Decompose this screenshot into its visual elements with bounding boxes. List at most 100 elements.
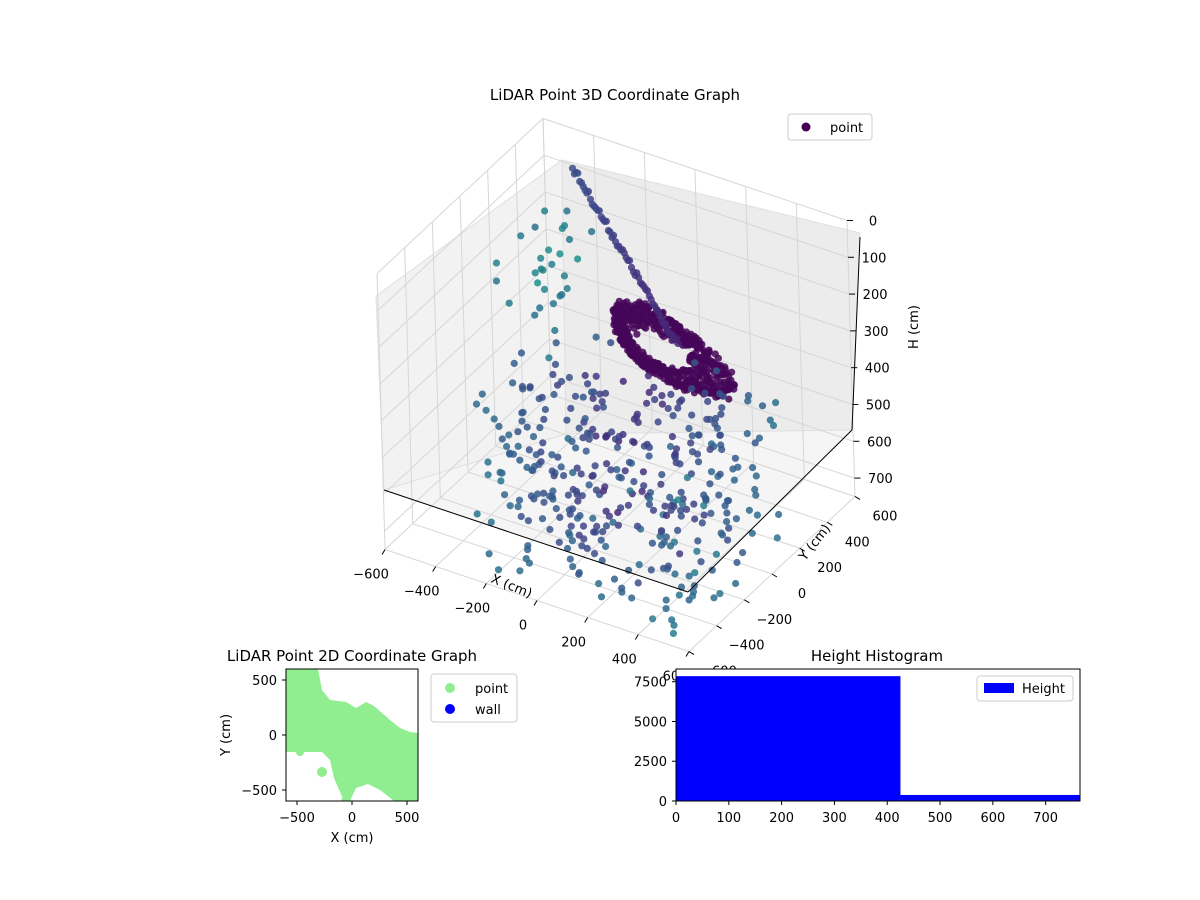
grid-line [694,169,704,446]
point-3d [630,438,638,446]
point-3d [505,299,513,307]
x-axis-label-2d: X (cm) [331,831,374,846]
z-axis-label-3d: H (cm) [907,305,922,349]
point-3d [621,467,629,475]
point-3d [540,285,549,293]
point-3d [685,572,693,580]
grid-line [514,144,524,421]
point-3d [569,563,577,571]
point-3d [589,471,597,479]
point-3d [724,536,732,544]
point-3d [506,449,514,457]
point-3d [523,423,531,431]
point-3d [589,394,597,402]
point-3d [540,498,548,506]
point-3d [668,616,676,624]
point-3d [576,511,584,520]
y-tick-label-hist: 7500 [634,676,667,691]
point-3d [685,424,693,432]
point-3d [581,415,589,423]
point-3d [537,254,545,262]
point-3d [773,534,781,542]
point-3d [590,550,599,558]
point-3d [536,424,544,432]
point-3d [676,550,684,558]
point-3d [723,518,731,526]
point-3d [638,316,646,324]
point-3d [758,402,767,410]
point-3d [555,538,563,546]
grid-line [459,195,469,473]
point-3d [595,580,603,588]
point-2d [331,755,341,765]
point-3d [719,392,727,400]
point-3d [715,491,723,499]
point-3d [575,531,583,539]
point-3d [569,469,577,477]
point-3d [514,428,522,436]
point-3d [671,450,680,458]
y-axis-label-2d: Y (cm) [219,714,234,757]
legend-3d-marker [801,122,811,132]
point-3d [690,500,698,508]
point-3d [582,447,590,455]
point-3d [743,430,751,438]
point-3d [749,464,757,472]
point-3d [537,458,545,466]
point-3d [506,502,514,510]
point-3d [613,305,621,313]
point-3d [578,542,586,550]
hist-bar [900,794,1080,801]
point-3d [677,381,685,389]
grid-line [376,273,386,550]
y-tick-label-3d: −200 [756,613,792,628]
point-3d [634,418,642,427]
point-3d [473,510,481,518]
point-3d [538,393,546,401]
point-3d [669,412,677,420]
point-3d [691,359,699,367]
point-3d [524,517,533,525]
point-3d [638,487,646,495]
point-3d [708,566,716,574]
point-3d [766,416,774,424]
point-3d [712,367,721,375]
point-3d [674,526,682,535]
point-3d [492,259,501,267]
x-tick-mark [584,617,589,623]
point-3d [730,476,739,484]
point-3d [601,483,609,491]
point-3d [497,477,505,485]
point-3d [574,497,582,505]
point-3d [531,223,539,231]
point-3d [658,400,667,408]
point-3d [557,463,565,471]
point-3d [657,480,665,488]
point-3d [769,421,778,430]
point-3d [633,410,641,418]
point-3d [538,515,547,523]
x-tick-label-hist: 200 [769,811,794,826]
point-3d [711,420,719,428]
point-3d [525,446,533,454]
point-3d [472,400,481,408]
point-3d [527,492,536,500]
point-3d [572,487,581,495]
x-tick-label-3d: 0 [519,619,527,634]
point-3d [708,358,716,366]
point-3d [666,542,675,550]
z-tick-label-3d: 500 [866,398,891,413]
point-3d [602,542,610,551]
point-3d [546,525,554,534]
point-3d [596,390,604,398]
point-3d [517,232,525,240]
point-3d [584,187,593,195]
point-3d [672,323,680,331]
legend-hist-label: Height [1022,682,1065,697]
point-3d [701,389,709,397]
point-3d [589,425,597,433]
x-tick-label-3d: 200 [561,636,586,651]
point-3d [644,318,653,326]
point-3d [554,453,562,461]
y-tick-label-hist: 5000 [634,715,667,730]
